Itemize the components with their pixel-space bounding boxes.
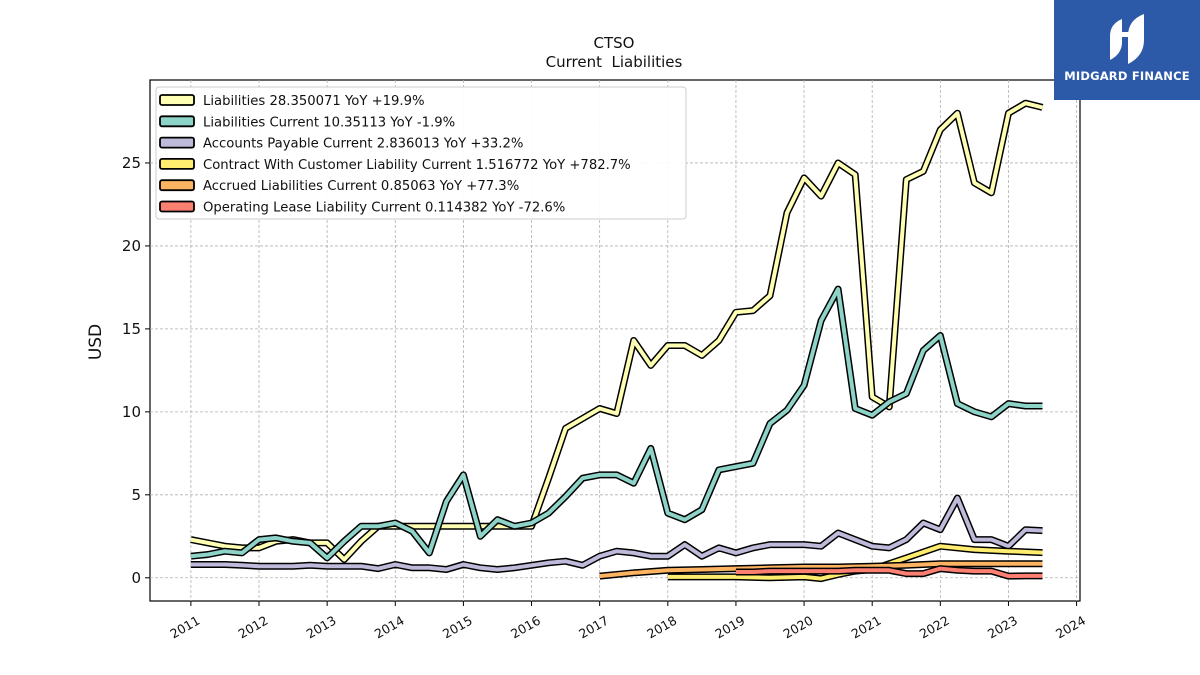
series-layer [190,99,1044,583]
brand-name: MIDGARD FINANCE [1064,69,1190,83]
legend-label: Contract With Customer Liability Current… [203,158,631,173]
y-axis: 0 5 10 15 20 25 [122,154,150,587]
x-tick-label: 2020 [781,613,816,642]
legend-item: Accrued Liabilities Current 0.85063 YoY … [159,179,519,194]
series-line [190,496,1043,572]
series-operating-lease-liability-current [735,565,1043,580]
x-tick-label: 2023 [985,613,1020,642]
series-accounts-payable-current [190,494,1043,573]
y-axis-label: USD [86,324,106,360]
x-tick-label: 2017 [576,613,611,642]
plot-frame [149,79,1081,602]
series-line [599,561,1043,579]
legend-item: Liabilities 28.350071 YoY +19.9% [159,94,425,109]
series-line [190,287,1043,560]
y-tick-label: 0 [131,569,141,587]
legend-item: Accounts Payable Current 2.836013 YoY +3… [159,136,523,152]
logo-mark-icon [1110,14,1144,64]
x-tick-label: 2018 [644,613,679,642]
legend-label: Liabilities Current 10.35113 YoY -1.9% [203,115,455,130]
legend-box [155,86,687,220]
x-tick-label: 2019 [712,613,747,642]
y-tick-label: 15 [122,320,141,338]
legend-swatch [159,94,195,106]
y-tick-label: 10 [122,403,141,421]
x-tick-label: 2016 [508,613,543,642]
legend-swatch [159,115,195,128]
legend-label: Liabilities 28.350071 YoY +19.9% [203,94,425,109]
legend-swatch [159,157,195,170]
legend-label: Accrued Liabilities Current 0.85063 YoY … [203,179,519,194]
x-tick-label: 2012 [235,613,270,642]
legend-swatch [159,136,195,149]
x-tick-label: 2021 [849,613,884,642]
series-liabilities-current [190,285,1043,562]
x-axis: 2011 2012 2013 2014 2015 2016 2017 2018 2019 2020… [167,601,1088,642]
x-tick-label: 2011 [167,613,202,642]
legend-label: Accounts Payable Current 2.836013 YoY +3… [203,137,523,152]
y-tick-label: 25 [122,154,141,172]
y-tick-label: 5 [131,486,141,504]
y-tick-label: 20 [122,237,141,255]
legend-label: Operating Lease Liability Current 0.1143… [203,201,565,216]
x-tick-label: 2014 [372,613,407,642]
brand-logo: MIDGARD FINANCE [1054,0,1200,100]
series-outline [190,285,1043,562]
chart-title: CTSO [594,34,635,52]
legend-item: Contract With Customer Liability Current… [159,157,631,173]
legend-swatch [159,179,195,192]
chart-subtitle: Current Liabilities [546,53,683,71]
x-tick-label: 2022 [917,613,952,642]
legend-swatch [159,200,195,213]
x-tick-label: 2013 [304,613,339,642]
legend: Liabilities 28.350071 YoY +19.9% Liabilit… [155,86,687,220]
x-tick-label: 2015 [440,613,475,642]
legend-item: Liabilities Current 10.35113 YoY -1.9% [159,115,455,130]
x-tick-label: 2024 [1053,613,1088,642]
series-accrued-liabilities-current [599,560,1043,580]
legend-item: Operating Lease Liability Current 0.1143… [159,200,565,216]
series-line [735,566,1043,579]
